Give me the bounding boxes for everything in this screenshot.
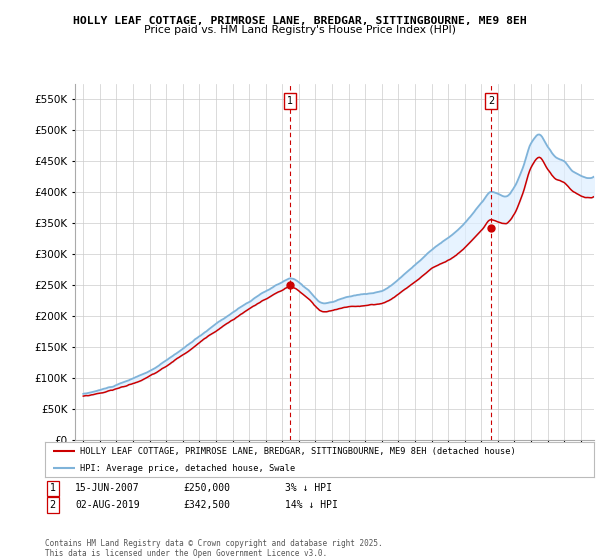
- Text: 1: 1: [50, 483, 56, 493]
- Text: £250,000: £250,000: [183, 483, 230, 493]
- Text: 1: 1: [287, 96, 293, 106]
- Text: 02-AUG-2019: 02-AUG-2019: [75, 500, 140, 510]
- Text: Price paid vs. HM Land Registry's House Price Index (HPI): Price paid vs. HM Land Registry's House …: [144, 25, 456, 35]
- Text: 15-JUN-2007: 15-JUN-2007: [75, 483, 140, 493]
- Text: 2: 2: [50, 500, 56, 510]
- Text: £342,500: £342,500: [183, 500, 230, 510]
- Text: 14% ↓ HPI: 14% ↓ HPI: [285, 500, 338, 510]
- Text: Contains HM Land Registry data © Crown copyright and database right 2025.
This d: Contains HM Land Registry data © Crown c…: [45, 539, 383, 558]
- Text: HPI: Average price, detached house, Swale: HPI: Average price, detached house, Swal…: [80, 464, 295, 473]
- Text: HOLLY LEAF COTTAGE, PRIMROSE LANE, BREDGAR, SITTINGBOURNE, ME9 8EH (detached hou: HOLLY LEAF COTTAGE, PRIMROSE LANE, BREDG…: [80, 446, 515, 456]
- Text: 3% ↓ HPI: 3% ↓ HPI: [285, 483, 332, 493]
- Text: 2: 2: [488, 96, 494, 106]
- Text: HOLLY LEAF COTTAGE, PRIMROSE LANE, BREDGAR, SITTINGBOURNE, ME9 8EH: HOLLY LEAF COTTAGE, PRIMROSE LANE, BREDG…: [73, 16, 527, 26]
